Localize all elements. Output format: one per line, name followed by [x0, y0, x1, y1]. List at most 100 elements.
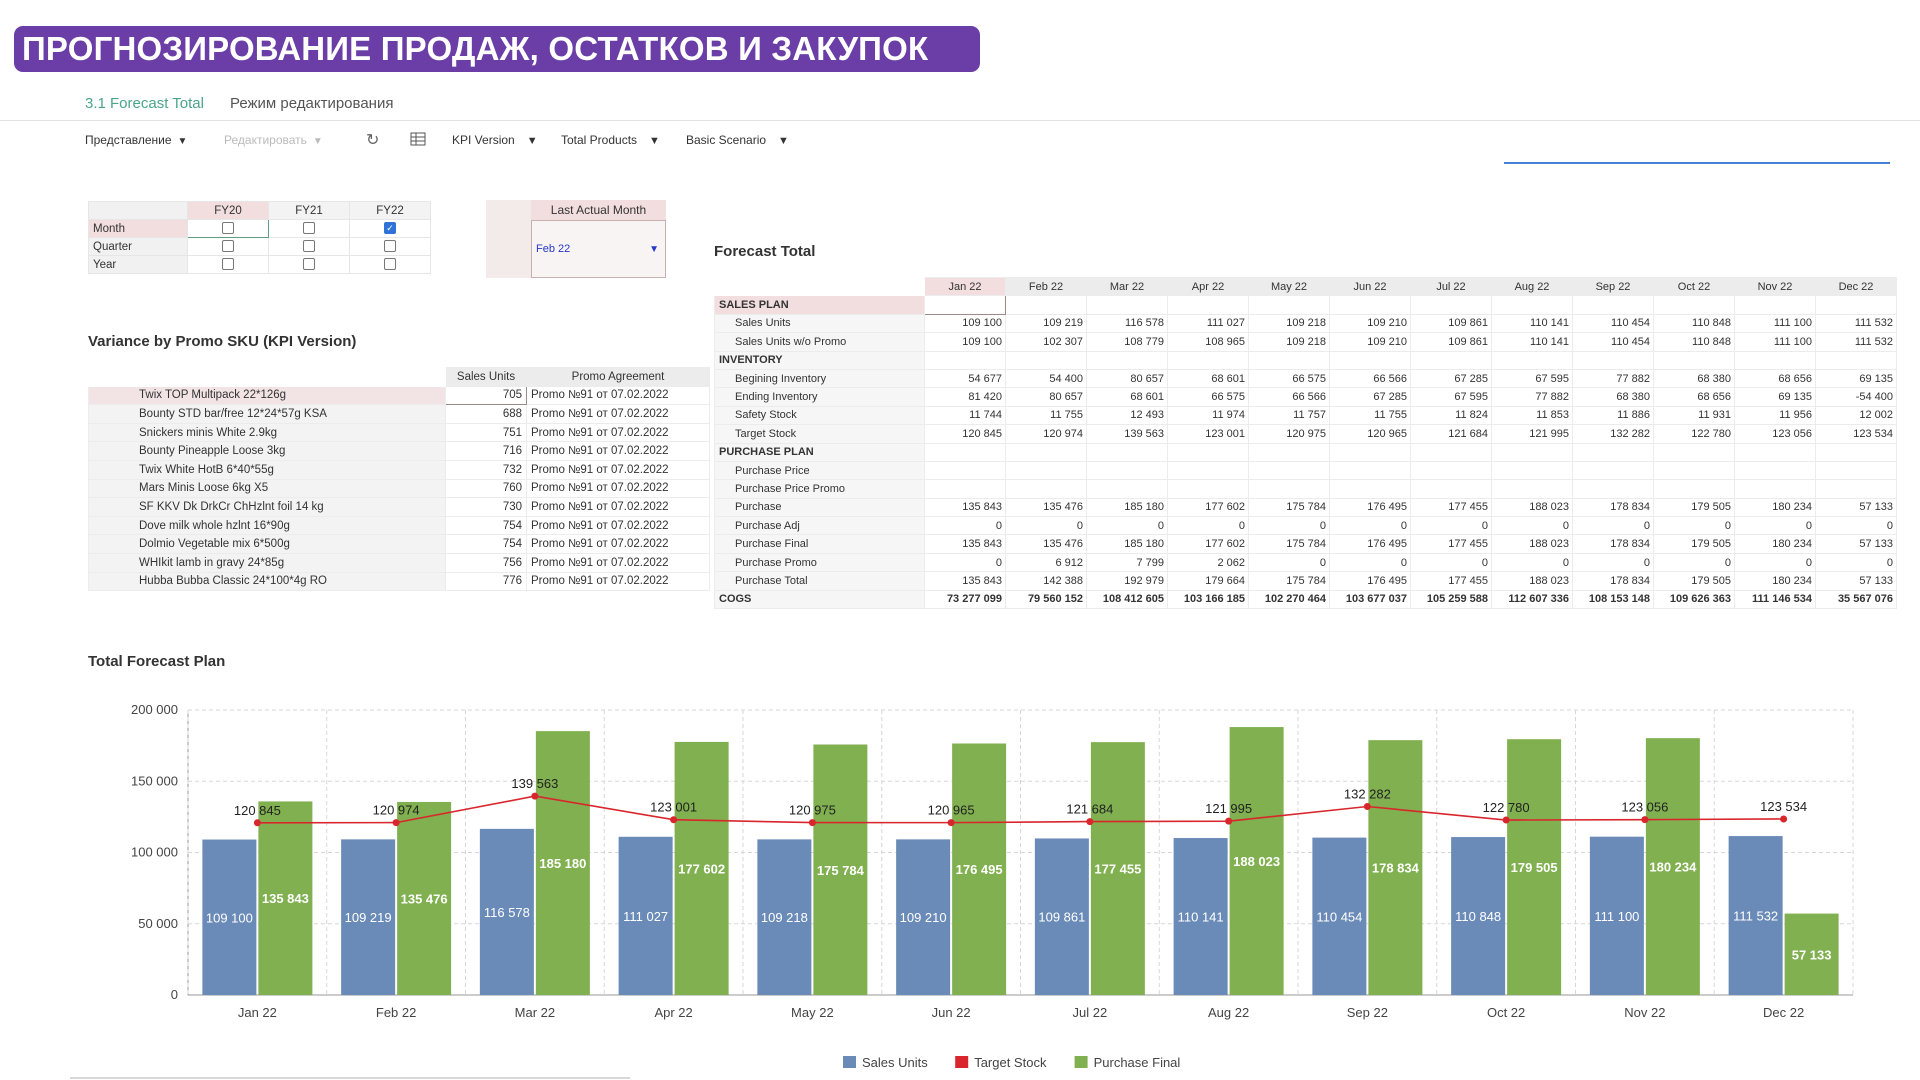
value-cell[interactable]: 121 684 — [1410, 424, 1492, 444]
value-cell[interactable]: 0 — [1329, 516, 1411, 536]
value-cell[interactable]: 11 853 — [1491, 405, 1573, 426]
value-cell[interactable]: 123 056 — [1734, 424, 1816, 444]
value-cell[interactable]: 139 563 — [1086, 424, 1168, 444]
value-cell[interactable] — [1005, 350, 1087, 370]
value-cell[interactable] — [1491, 460, 1573, 481]
value-cell[interactable]: 109 218 — [1248, 313, 1330, 334]
value-cell[interactable] — [1410, 350, 1492, 370]
checkbox-cell[interactable] — [268, 237, 350, 256]
value-cell[interactable]: 108 153 148 — [1572, 589, 1654, 610]
value-cell[interactable] — [1491, 442, 1573, 462]
value-cell[interactable] — [1653, 479, 1735, 499]
value-cell[interactable] — [1653, 442, 1735, 462]
value-cell[interactable]: 179 664 — [1167, 571, 1249, 591]
value-cell[interactable]: 68 601 — [1167, 368, 1249, 389]
value-cell[interactable]: 108 965 — [1167, 332, 1249, 352]
value-cell[interactable]: 79 560 152 — [1005, 589, 1087, 610]
promo-agreement-cell[interactable]: Promo №91 от 07.02.2022 — [526, 534, 710, 554]
promo-agreement-cell[interactable]: Promo №91 от 07.02.2022 — [526, 497, 710, 517]
value-cell[interactable]: 178 834 — [1572, 571, 1654, 591]
view-menu[interactable]: Представление ▼ — [85, 133, 187, 147]
value-cell[interactable]: 67 285 — [1329, 387, 1411, 407]
value-cell[interactable]: 68 380 — [1653, 368, 1735, 389]
sales-units-cell[interactable]: 754 — [445, 534, 527, 554]
value-cell[interactable]: 188 023 — [1491, 571, 1573, 591]
value-cell[interactable]: 103 677 037 — [1329, 589, 1411, 610]
promo-agreement-cell[interactable]: Promo №91 от 07.02.2022 — [526, 404, 710, 424]
month-fy21-checkbox[interactable] — [303, 222, 315, 235]
value-cell[interactable] — [1248, 295, 1330, 315]
value-cell[interactable]: 176 495 — [1329, 534, 1411, 554]
value-cell[interactable] — [1734, 295, 1816, 315]
year-fy22-checkbox[interactable] — [384, 258, 396, 271]
value-cell[interactable] — [1815, 460, 1897, 481]
value-cell[interactable]: 192 979 — [1086, 571, 1168, 591]
value-cell[interactable]: 135 476 — [1005, 534, 1087, 554]
value-cell[interactable] — [1167, 460, 1249, 481]
value-cell[interactable] — [1329, 460, 1411, 481]
year-fy21-checkbox[interactable] — [303, 258, 315, 271]
value-cell[interactable] — [1086, 442, 1168, 462]
value-cell[interactable]: 66 566 — [1248, 387, 1330, 407]
value-cell[interactable] — [1572, 479, 1654, 499]
value-cell[interactable]: 178 834 — [1572, 534, 1654, 554]
value-cell[interactable] — [1005, 295, 1087, 315]
value-cell[interactable]: 69 135 — [1815, 368, 1897, 389]
value-cell[interactable]: 177 455 — [1410, 534, 1492, 554]
value-cell[interactable]: 176 495 — [1329, 497, 1411, 518]
value-cell[interactable]: 109 861 — [1410, 332, 1492, 352]
value-cell[interactable] — [1815, 295, 1897, 315]
value-cell[interactable] — [1167, 350, 1249, 370]
value-cell[interactable]: 0 — [1653, 516, 1735, 536]
value-cell[interactable]: 0 — [1005, 516, 1087, 536]
bottom-scrollbar[interactable] — [70, 1077, 630, 1079]
value-cell[interactable]: 109 210 — [1329, 313, 1411, 334]
value-cell[interactable]: 179 505 — [1653, 534, 1735, 554]
value-cell[interactable]: 11 956 — [1734, 405, 1816, 426]
value-cell[interactable]: 0 — [1491, 516, 1573, 536]
value-cell[interactable]: 11 974 — [1167, 405, 1249, 426]
value-cell[interactable]: 0 — [1248, 552, 1330, 573]
value-cell[interactable]: 11 755 — [1005, 405, 1087, 426]
promo-agreement-cell[interactable]: Promo №91 от 07.02.2022 — [526, 441, 710, 461]
value-cell[interactable]: 0 — [1167, 516, 1249, 536]
value-cell[interactable] — [1005, 479, 1087, 499]
value-cell[interactable]: 11 824 — [1410, 405, 1492, 426]
value-cell[interactable]: 57 133 — [1815, 534, 1897, 554]
value-cell[interactable] — [1734, 442, 1816, 462]
value-cell[interactable]: 132 282 — [1572, 424, 1654, 444]
value-cell[interactable]: 0 — [1086, 516, 1168, 536]
value-cell[interactable] — [1248, 350, 1330, 370]
checkbox-cell[interactable] — [349, 255, 431, 274]
value-cell[interactable]: 0 — [924, 552, 1006, 573]
promo-agreement-cell[interactable]: Promo №91 от 07.02.2022 — [526, 459, 710, 480]
value-cell[interactable]: 66 575 — [1167, 387, 1249, 407]
value-cell[interactable] — [1167, 295, 1249, 315]
table-view-icon[interactable] — [410, 131, 426, 150]
value-cell[interactable]: 0 — [1815, 552, 1897, 573]
value-cell[interactable]: 111 146 534 — [1734, 589, 1816, 610]
value-cell[interactable] — [924, 460, 1006, 481]
value-cell[interactable] — [924, 442, 1006, 462]
value-cell[interactable]: 7 799 — [1086, 552, 1168, 573]
value-cell[interactable]: 67 285 — [1410, 368, 1492, 389]
value-cell[interactable]: 0 — [1329, 552, 1411, 573]
value-cell[interactable]: 176 495 — [1329, 571, 1411, 591]
value-cell[interactable]: 135 843 — [924, 534, 1006, 554]
value-cell[interactable] — [1329, 479, 1411, 499]
value-cell[interactable]: 67 595 — [1491, 368, 1573, 389]
value-cell[interactable]: 135 843 — [924, 571, 1006, 591]
last-actual-month-dropdown[interactable]: Feb 22 ▼ — [531, 220, 666, 278]
value-cell[interactable]: 177 602 — [1167, 497, 1249, 518]
sales-units-cell[interactable]: 716 — [445, 441, 527, 461]
value-cell[interactable] — [1329, 442, 1411, 462]
value-cell[interactable]: 121 995 — [1491, 424, 1573, 444]
tab-forecast-total[interactable]: 3.1 Forecast Total — [85, 95, 204, 112]
sales-units-cell[interactable]: 705 — [445, 385, 527, 406]
value-cell[interactable] — [1734, 460, 1816, 481]
value-cell[interactable]: 109 219 — [1005, 313, 1087, 334]
checkbox-cell[interactable] — [268, 219, 350, 238]
value-cell[interactable] — [1329, 295, 1411, 315]
value-cell[interactable]: 185 180 — [1086, 534, 1168, 554]
value-cell[interactable] — [1491, 295, 1573, 315]
